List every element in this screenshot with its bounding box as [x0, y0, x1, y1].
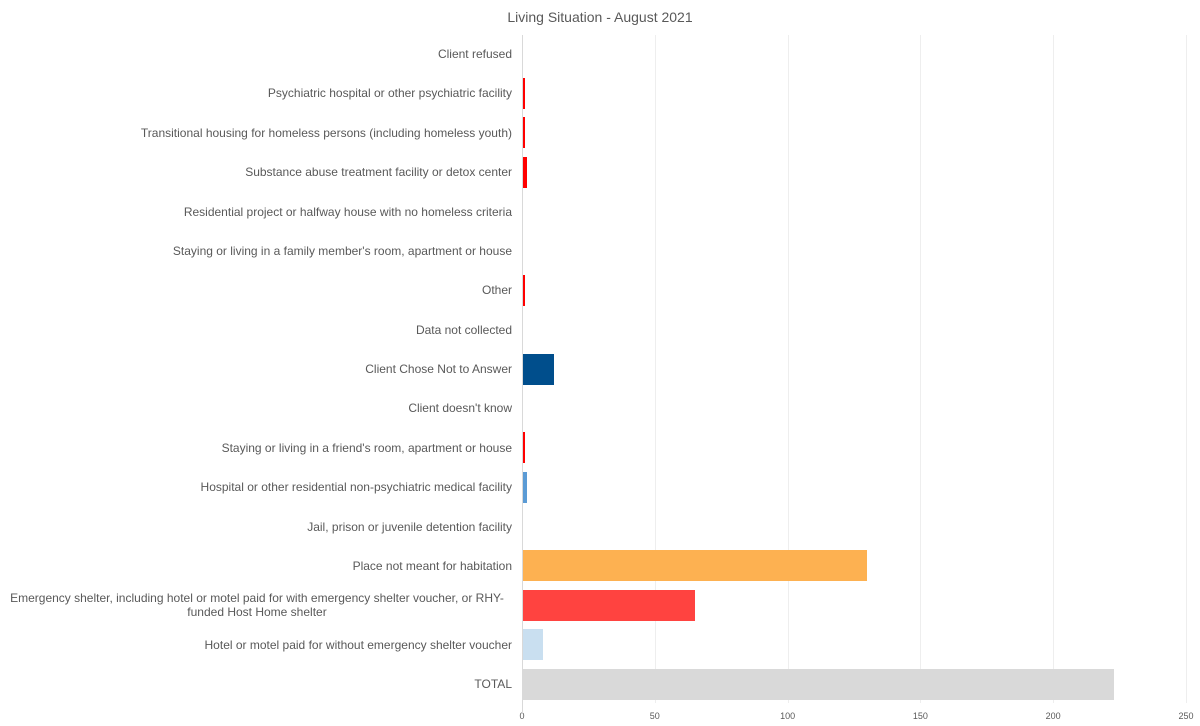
bar	[523, 589, 695, 621]
bar	[523, 550, 868, 582]
category-label: Transitional housing for homeless person…	[2, 117, 512, 149]
category-label: Client doesn't know	[2, 392, 512, 424]
category-label-text: Client refused	[437, 47, 512, 61]
bar	[523, 471, 528, 503]
chart-title: Living Situation - August 2021	[507, 9, 693, 25]
gridline	[787, 35, 789, 703]
category-label-text: Other	[481, 283, 512, 298]
category-label-text: TOTAL	[474, 677, 512, 691]
bar	[523, 353, 554, 385]
category-label-text: Residential project or halfway house wit…	[183, 204, 512, 219]
category-label-text: Staying or living in a friend's room, ap…	[221, 440, 512, 455]
gridline	[920, 35, 922, 703]
gridline	[654, 35, 656, 703]
x-tick-label: 50	[649, 711, 660, 721]
gridline	[1053, 35, 1055, 703]
category-label: Client refused	[2, 38, 512, 70]
category-label: Staying or living in a friend's room, ap…	[2, 432, 512, 464]
gridline	[1186, 35, 1187, 703]
category-label: Residential project or halfway house wit…	[2, 196, 512, 228]
bar	[523, 668, 1115, 700]
category-label-text: Place not meant for habitation	[352, 558, 512, 573]
bar	[523, 156, 528, 188]
category-label: Hotel or motel paid for without emergenc…	[2, 629, 512, 661]
bar	[523, 274, 525, 306]
category-label: Hospital or other residential non-psychi…	[2, 471, 512, 503]
category-label-text: Hotel or motel paid for without emergenc…	[204, 637, 512, 652]
category-label-text: Staying or living in a family member's r…	[172, 243, 512, 258]
category-label-text: Client Chose Not to Answer	[365, 362, 512, 376]
category-label-text: Emergency shelter, including hotel or mo…	[10, 591, 504, 620]
x-tick-label: 200	[1045, 711, 1061, 721]
category-label-text: Data not collected	[415, 322, 512, 337]
category-label-text: Jail, prison or juvenile detention facil…	[307, 519, 512, 534]
x-tick-label: 150	[912, 711, 928, 721]
category-label: Data not collected	[2, 314, 512, 346]
bar	[523, 77, 525, 109]
bar	[523, 629, 544, 661]
bar	[523, 117, 525, 149]
category-label-text: Psychiatric hospital or other psychiatri…	[267, 86, 512, 101]
category-label: Client Chose Not to Answer	[2, 353, 512, 385]
category-label: TOTAL	[2, 668, 512, 700]
y-axis-line	[522, 35, 523, 713]
category-label: Emergency shelter, including hotel or mo…	[2, 589, 512, 621]
x-tick-label: 100	[780, 711, 796, 721]
bar	[523, 432, 525, 464]
x-tick-label: 250	[1178, 711, 1194, 721]
category-label: Psychiatric hospital or other psychiatri…	[2, 77, 512, 109]
category-label: Place not meant for habitation	[2, 550, 512, 582]
category-label-text: Hospital or other residential non-psychi…	[200, 480, 512, 495]
category-label-text: Substance abuse treatment facility or de…	[245, 165, 512, 180]
category-label-text: Client doesn't know	[408, 401, 512, 416]
category-label: Substance abuse treatment facility or de…	[2, 156, 512, 188]
category-label: Staying or living in a family member's r…	[2, 235, 512, 267]
category-label: Other	[2, 274, 512, 306]
category-label-text: Transitional housing for homeless person…	[140, 125, 512, 140]
category-label: Jail, prison or juvenile detention facil…	[2, 511, 512, 543]
x-tick-label: 0	[519, 711, 525, 721]
